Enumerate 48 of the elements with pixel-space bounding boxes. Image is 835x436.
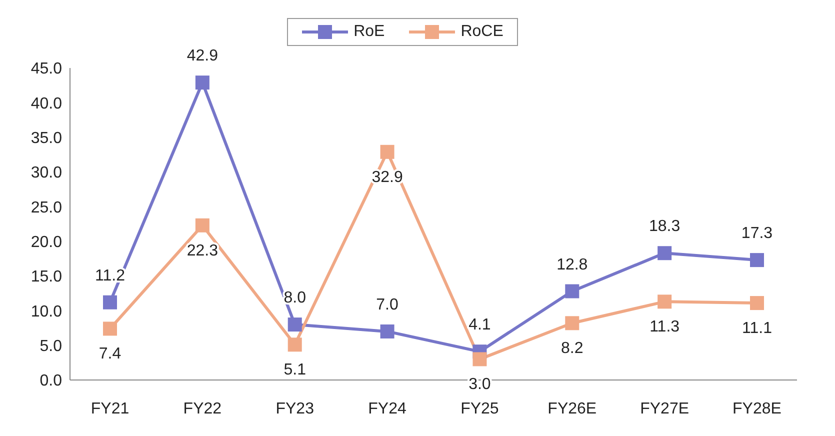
x-tick-label: FY25	[460, 400, 499, 418]
legend-label: RoE	[354, 23, 385, 41]
data-label: 7.4	[98, 346, 122, 363]
y-tick-label: 45.0	[30, 60, 62, 78]
data-label: 8.2	[561, 340, 584, 358]
x-tick-label: FY26E	[548, 400, 597, 418]
legend-label: RoCE	[460, 23, 504, 41]
x-tick-label: FY27E	[640, 400, 690, 418]
x-tick-label: FY24	[368, 400, 407, 418]
y-tick-label: 35.0	[30, 130, 62, 148]
data-label: 4.1	[468, 316, 491, 334]
data-label: 42.9	[186, 48, 218, 65]
point	[565, 284, 580, 298]
y-tick-label: 0.0	[40, 372, 62, 390]
data-label: 18.3	[649, 218, 680, 236]
point	[380, 324, 394, 338]
point	[658, 294, 672, 309]
point	[288, 338, 302, 352]
data-label: 11.3	[650, 318, 680, 336]
y-tick-label: 40.0	[30, 95, 62, 112]
point	[195, 218, 210, 232]
point	[750, 253, 764, 268]
y-tick-label: 30.0	[30, 164, 62, 182]
data-label: 22.3	[186, 242, 218, 260]
data-label: 5.1	[284, 362, 306, 379]
point	[658, 246, 672, 260]
data-label: 3.0	[468, 376, 491, 394]
point	[565, 316, 580, 330]
point	[750, 296, 764, 310]
x-tick-label: FY22	[183, 400, 222, 418]
data-label: 7.0	[376, 296, 399, 314]
point	[103, 322, 117, 336]
data-label: 11.1	[742, 320, 772, 338]
data-label: 17.3	[741, 225, 773, 242]
point	[472, 352, 487, 366]
x-tick-label: FY28E	[732, 400, 782, 418]
y-tick-label: 25.0	[30, 199, 62, 216]
y-tick-label: 15.0	[30, 268, 62, 286]
point	[288, 318, 302, 332]
point	[195, 76, 210, 90]
point	[380, 144, 394, 159]
x-tick-label: FY21	[90, 400, 130, 418]
y-tick-label: 20.0	[30, 234, 62, 252]
x-tick-label: FY23	[276, 400, 314, 418]
point	[103, 295, 117, 310]
y-tick-label: 5.0	[40, 338, 62, 356]
data-label: 12.8	[556, 256, 588, 274]
y-tick-label: 10.0	[30, 303, 62, 320]
